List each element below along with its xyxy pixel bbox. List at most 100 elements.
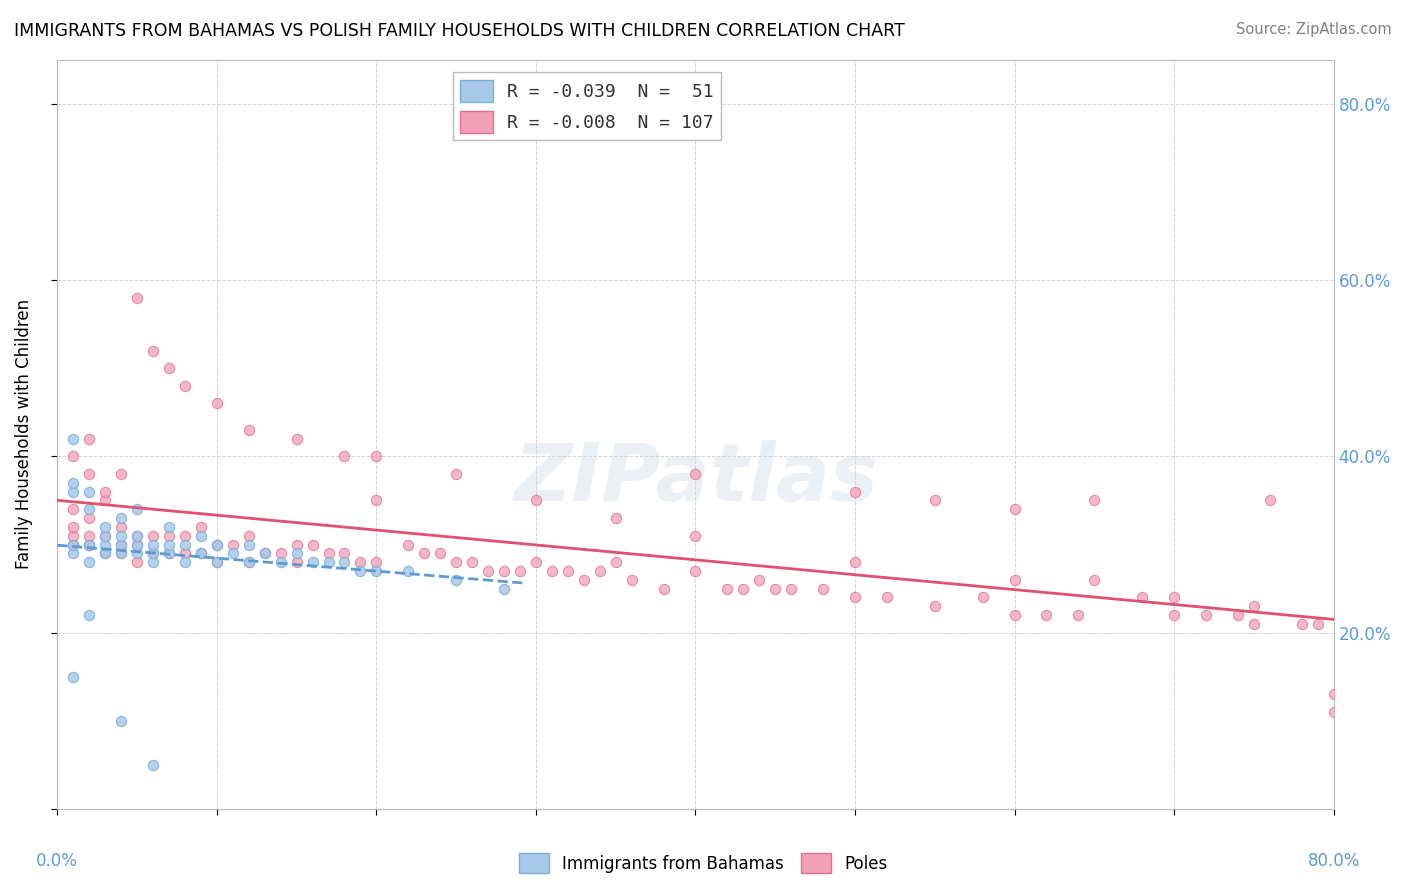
Point [62, 546, 84, 560]
Point [238, 423, 260, 437]
Point [174, 529, 197, 543]
Point [77, 529, 100, 543]
Point [270, 555, 292, 569]
Text: 0.0%: 0.0% [37, 852, 79, 870]
Point [876, 591, 898, 605]
Point [125, 529, 148, 543]
Point [492, 582, 515, 596]
Point [110, 520, 132, 534]
Point [733, 582, 755, 596]
Point [1083, 493, 1105, 508]
Point [77, 467, 100, 481]
Point [62, 502, 84, 516]
Point [605, 511, 627, 525]
Point [366, 493, 388, 508]
Point [366, 564, 388, 578]
Point [157, 546, 180, 560]
Point [811, 582, 834, 596]
Point [62, 670, 84, 684]
Point [844, 484, 866, 499]
Point [125, 291, 148, 305]
Point [605, 555, 627, 569]
Point [844, 591, 866, 605]
Point [205, 396, 228, 410]
Point [1243, 616, 1265, 631]
Point [190, 546, 212, 560]
Point [157, 529, 180, 543]
Point [285, 537, 308, 551]
Point [366, 555, 388, 569]
Point [94, 546, 117, 560]
Point [77, 555, 100, 569]
Point [110, 546, 132, 560]
Text: Source: ZipAtlas.com: Source: ZipAtlas.com [1236, 22, 1392, 37]
Point [125, 529, 148, 543]
Point [748, 573, 770, 587]
Point [238, 555, 260, 569]
Point [285, 555, 308, 569]
Text: ZIPatlas: ZIPatlas [513, 441, 877, 518]
Point [205, 537, 228, 551]
Point [1004, 573, 1026, 587]
Point [205, 555, 228, 569]
Point [157, 546, 180, 560]
Point [174, 379, 197, 393]
Point [1226, 608, 1249, 623]
Point [62, 450, 84, 464]
Point [333, 450, 356, 464]
Point [142, 758, 165, 772]
Point [94, 537, 117, 551]
Point [94, 493, 117, 508]
Point [190, 546, 212, 560]
Point [492, 564, 515, 578]
Point [238, 555, 260, 569]
Point [524, 493, 547, 508]
Point [924, 493, 946, 508]
Point [94, 484, 117, 499]
Point [142, 537, 165, 551]
Point [1163, 591, 1185, 605]
Point [62, 475, 84, 490]
Point [1258, 493, 1281, 508]
Point [110, 537, 132, 551]
Point [1067, 608, 1090, 623]
Point [110, 546, 132, 560]
Point [716, 582, 738, 596]
Point [110, 714, 132, 728]
Point [1130, 591, 1153, 605]
Point [253, 546, 276, 560]
Point [142, 343, 165, 358]
Text: IMMIGRANTS FROM BAHAMAS VS POLISH FAMILY HOUSEHOLDS WITH CHILDREN CORRELATION CH: IMMIGRANTS FROM BAHAMAS VS POLISH FAMILY… [14, 22, 905, 40]
Point [77, 537, 100, 551]
Point [763, 582, 786, 596]
Point [77, 511, 100, 525]
Point [238, 529, 260, 543]
Point [301, 537, 323, 551]
Point [174, 555, 197, 569]
Point [174, 546, 197, 560]
Text: 80.0%: 80.0% [1308, 852, 1360, 870]
Point [301, 555, 323, 569]
Point [396, 564, 419, 578]
Point [349, 555, 371, 569]
Point [396, 537, 419, 551]
Point [157, 537, 180, 551]
Point [142, 529, 165, 543]
Point [780, 582, 803, 596]
Point [444, 555, 467, 569]
Point [270, 546, 292, 560]
Point [62, 520, 84, 534]
Point [94, 529, 117, 543]
Point [142, 555, 165, 569]
Point [1035, 608, 1057, 623]
Point [125, 502, 148, 516]
Point [157, 520, 180, 534]
Point [620, 573, 643, 587]
Point [222, 546, 245, 560]
Point [157, 361, 180, 376]
Point [924, 599, 946, 614]
Point [541, 564, 564, 578]
Point [1004, 608, 1026, 623]
Point [572, 573, 595, 587]
Point [110, 529, 132, 543]
